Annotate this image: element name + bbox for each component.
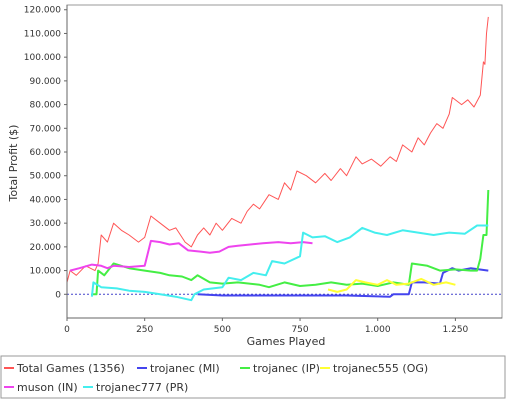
plot-border	[66, 4, 503, 319]
legend-box	[0, 355, 506, 399]
x-tick-label: 1.000	[365, 325, 391, 335]
x-tick-label: 500	[214, 325, 231, 335]
y-tick-label: 70.000	[30, 124, 62, 134]
y-tick-label: 20.000	[30, 243, 62, 253]
y-tick-label: 110.000	[24, 29, 61, 39]
axis-layer: 0 10.000 20.000 30.000 40.000 50.000 60.000 70.…	[24, 5, 502, 335]
legend: Total Games (1356) trojanec (MI) trojanec …	[0, 355, 506, 399]
y-tick-label: 60.000	[30, 148, 62, 158]
x-tick-label: 750	[291, 325, 308, 335]
x-tick-label: 1.250	[443, 325, 469, 335]
x-tick-label: 0	[64, 325, 70, 335]
y-tick-label: 30.000	[30, 219, 62, 229]
y-tick-label: 50.000	[30, 172, 62, 182]
legend-label-3: trojanec (IP)	[253, 362, 320, 375]
series-line-1	[66, 16, 489, 283]
series-line-3	[91, 189, 490, 296]
legend-label-1: Total Games (1356)	[16, 362, 125, 375]
x-axis-title: Games Played	[247, 335, 326, 348]
legend-label-4: trojanec555 (OG)	[333, 362, 428, 375]
y-tick-label: 10.000	[30, 267, 62, 277]
series-line-5	[69, 239, 313, 272]
x-tick-label: 250	[136, 325, 153, 335]
y-axis-title: Total Profit ($)	[7, 125, 20, 203]
y-tick-label: 90.000	[30, 77, 62, 87]
series-line-4	[327, 277, 456, 293]
legend-label-6: trojanec777 (PR)	[96, 381, 188, 394]
y-tick-label: 0	[55, 290, 61, 300]
legend-label-2: trojanec (MI)	[150, 362, 220, 375]
y-tick-label: 120.000	[24, 6, 61, 16]
legend-label-5: muson (IN)	[17, 381, 78, 394]
series-layer	[66, 16, 490, 302]
y-tick-label: 100.000	[24, 53, 61, 63]
series-line-6	[90, 224, 489, 302]
y-tick-label: 80.000	[30, 101, 62, 111]
y-tick-label: 40.000	[30, 195, 62, 205]
plot-area	[66, 4, 503, 319]
